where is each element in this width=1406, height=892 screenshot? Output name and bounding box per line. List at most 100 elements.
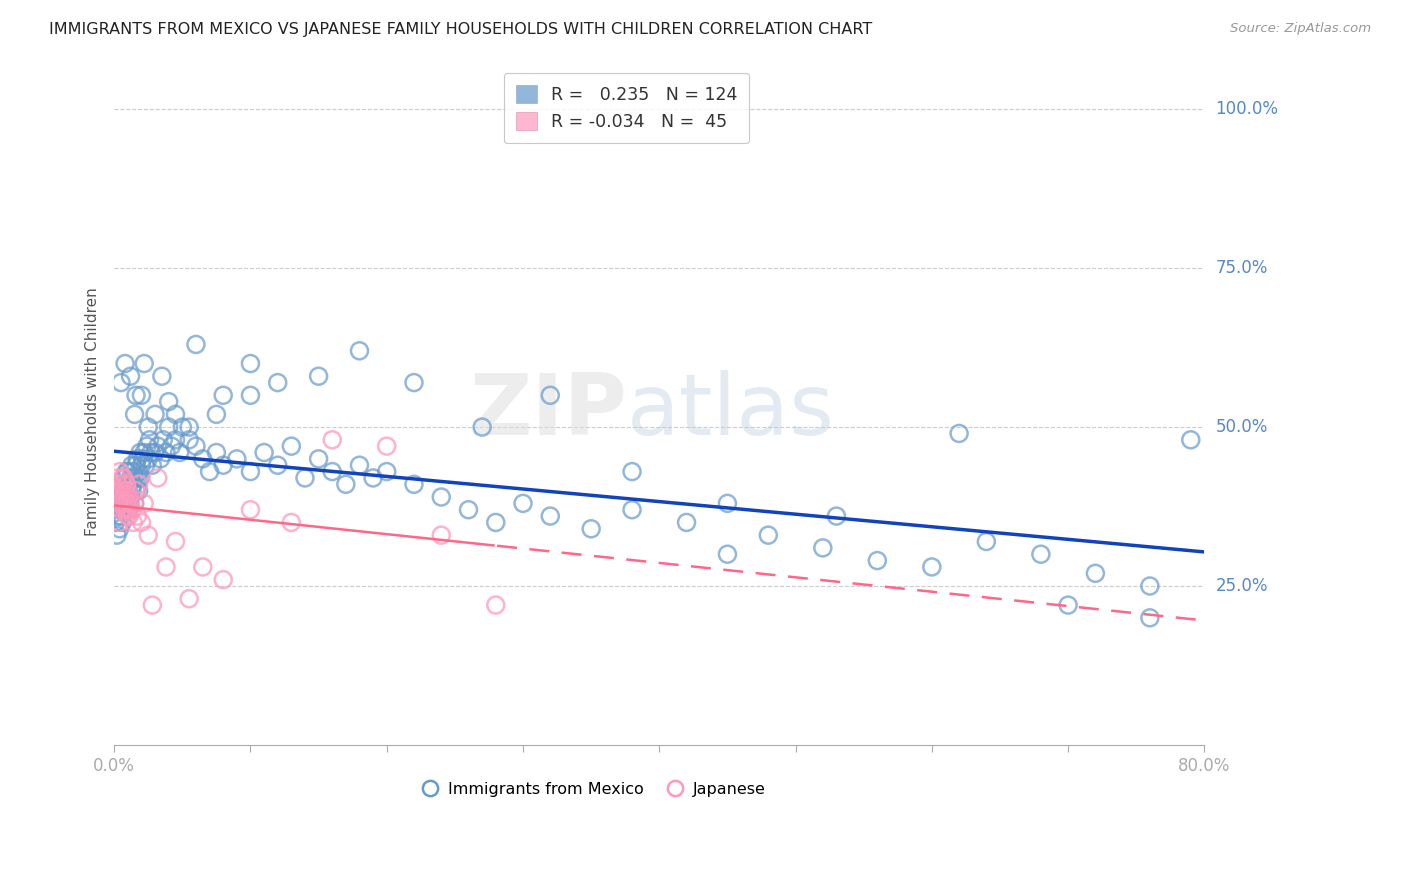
Point	[115, 465, 138, 479]
Point	[169, 445, 191, 459]
Point	[308, 451, 330, 466]
Point	[205, 445, 228, 459]
Text: 50.0%: 50.0%	[1216, 418, 1268, 436]
Point	[146, 439, 169, 453]
Point	[110, 509, 132, 524]
Text: atlas: atlas	[627, 369, 835, 453]
Point	[756, 528, 779, 542]
Point	[112, 502, 135, 516]
Point	[135, 458, 157, 473]
Point	[471, 420, 494, 434]
Point	[134, 357, 156, 371]
Point	[267, 458, 290, 473]
Point	[716, 547, 738, 561]
Point	[108, 516, 131, 530]
Point	[114, 483, 136, 498]
Point	[321, 433, 343, 447]
Point	[128, 483, 150, 498]
Point	[118, 496, 141, 510]
Point	[375, 465, 398, 479]
Point	[124, 496, 146, 510]
Point	[108, 502, 131, 516]
Point	[212, 388, 235, 402]
Point	[212, 573, 235, 587]
Point	[110, 502, 132, 516]
Point	[205, 408, 228, 422]
Point	[110, 483, 132, 498]
Point	[1029, 547, 1052, 561]
Point	[141, 598, 163, 612]
Point	[114, 496, 136, 510]
Point	[239, 388, 262, 402]
Point	[131, 458, 153, 473]
Text: 100.0%: 100.0%	[1216, 100, 1278, 119]
Text: 25.0%: 25.0%	[1216, 577, 1268, 595]
Point	[1057, 598, 1080, 612]
Point	[948, 426, 970, 441]
Point	[121, 502, 143, 516]
Point	[104, 516, 127, 530]
Point	[129, 471, 152, 485]
Point	[267, 376, 290, 390]
Point	[124, 408, 146, 422]
Point	[125, 483, 148, 498]
Point	[120, 471, 142, 485]
Point	[165, 408, 187, 422]
Point	[375, 439, 398, 453]
Point	[538, 388, 561, 402]
Point	[1084, 566, 1107, 581]
Point	[430, 490, 453, 504]
Point	[191, 451, 214, 466]
Point	[866, 553, 889, 567]
Point	[335, 477, 357, 491]
Point	[121, 458, 143, 473]
Point	[361, 471, 384, 485]
Point	[239, 502, 262, 516]
Point	[114, 357, 136, 371]
Point	[621, 502, 644, 516]
Point	[1139, 579, 1161, 593]
Point	[136, 451, 159, 466]
Point	[538, 509, 561, 524]
Point	[124, 496, 146, 510]
Point	[114, 502, 136, 516]
Point	[107, 477, 129, 491]
Point	[120, 496, 142, 510]
Point	[321, 465, 343, 479]
Point	[184, 439, 207, 453]
Point	[349, 343, 371, 358]
Point	[675, 516, 697, 530]
Point	[179, 433, 201, 447]
Point	[155, 560, 177, 574]
Point	[157, 420, 180, 434]
Point	[402, 376, 425, 390]
Point	[115, 496, 138, 510]
Point	[308, 369, 330, 384]
Point	[160, 439, 183, 453]
Point	[112, 471, 135, 485]
Point	[165, 433, 187, 447]
Text: 75.0%: 75.0%	[1216, 260, 1268, 277]
Point	[107, 509, 129, 524]
Point	[117, 509, 139, 524]
Point	[128, 465, 150, 479]
Point	[143, 445, 166, 459]
Point	[120, 369, 142, 384]
Point	[253, 445, 276, 459]
Point	[349, 458, 371, 473]
Point	[134, 445, 156, 459]
Point	[512, 496, 534, 510]
Point	[294, 471, 316, 485]
Point	[155, 445, 177, 459]
Point	[124, 471, 146, 485]
Point	[150, 369, 173, 384]
Point	[134, 496, 156, 510]
Point	[191, 560, 214, 574]
Point	[111, 471, 134, 485]
Point	[141, 458, 163, 473]
Point	[125, 483, 148, 498]
Point	[402, 477, 425, 491]
Point	[111, 496, 134, 510]
Point	[114, 477, 136, 491]
Point	[127, 451, 149, 466]
